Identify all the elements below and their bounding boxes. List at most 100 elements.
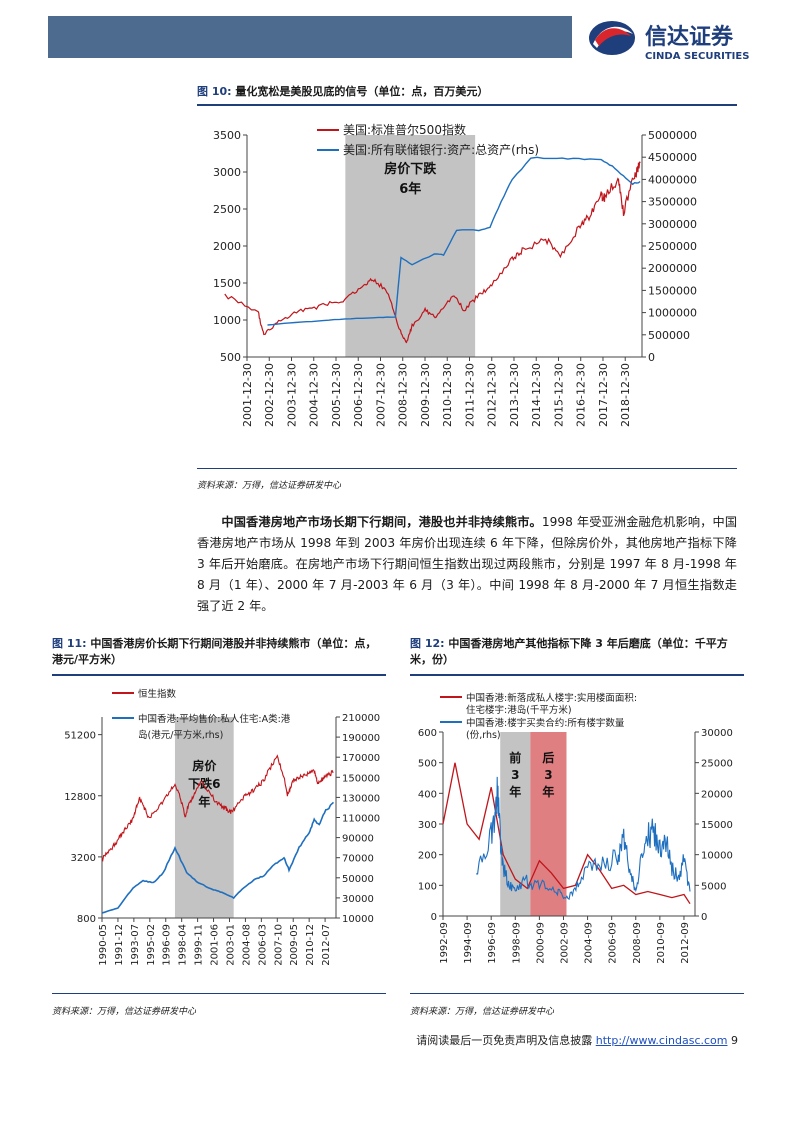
- series-line-1: [101, 754, 334, 862]
- fig10-number: 图 10:: [197, 85, 232, 98]
- y-tick-label: 500: [418, 759, 437, 770]
- x-tick-label: 1998-09: [511, 922, 522, 964]
- fig10-title: 图 10: 量化宽松是美股见底的信号（单位：点，百万美元）: [197, 84, 488, 100]
- y-tick-label: 1500: [213, 277, 241, 290]
- x-tick-label: 2007-10: [273, 924, 284, 966]
- y2-tick-label: 1000000: [648, 307, 697, 320]
- x-tick-label: 2012-07: [321, 924, 332, 966]
- y2-tick-label: 2500000: [648, 240, 697, 253]
- y2-tick-label: 150000: [342, 773, 380, 784]
- y2-tick-label: 0: [648, 351, 655, 364]
- y2-tick-label: 5000: [701, 881, 726, 892]
- y2-tick-label: 5000000: [648, 129, 697, 142]
- x-tick-label: 2017-12-30: [597, 363, 610, 427]
- fig10-chart: 房价下跌 6年 500 1000 1500 2000 2500 3000 3500 0 500000…: [213, 122, 697, 427]
- shade-label: 年: [509, 784, 521, 799]
- x-tick-label: 2003-01: [225, 924, 236, 966]
- x-tick-label: 2008-12-30: [397, 363, 410, 427]
- shade-label: 3: [511, 768, 519, 782]
- x-tick-label: 2002-09: [559, 922, 570, 964]
- x-tick-label: 2004-08: [241, 924, 252, 966]
- y2-tick-label: 15000: [701, 820, 733, 831]
- series-line-1: [224, 161, 641, 344]
- y-tick-label: 500: [220, 351, 241, 364]
- y2-tick-label: 0: [701, 912, 707, 923]
- y-tick-label: 3000: [213, 166, 241, 179]
- company-logo: 信达证券 CINDA SECURITIES: [585, 14, 785, 64]
- y-tick-label: 2000: [213, 240, 241, 253]
- x-tick-label: 2004-09: [584, 922, 595, 964]
- shade-label: 年: [542, 784, 554, 799]
- y-tick-label: 800: [77, 914, 96, 925]
- y2-tick-label: 20000: [701, 789, 733, 800]
- y2-tick-label: 110000: [342, 814, 380, 825]
- paragraph-body: 1998 年受亚洲金融危机影响，中国香港房地产市场从 1998 年到 2003 …: [197, 515, 738, 613]
- fig10-title-text: 量化宽松是美股见底的信号（单位：点，百万美元）: [235, 85, 489, 98]
- legend-label-2: 中国香港:平均售价:私人住宅:A类:港: [138, 713, 291, 725]
- y2-tick-label: 170000: [342, 753, 380, 764]
- y2-tick-label: 130000: [342, 793, 380, 804]
- shade-label: 3: [544, 768, 552, 782]
- x-tick-label: 2001-06: [210, 924, 221, 966]
- series-line-2: [476, 776, 691, 900]
- y-tick-label: 300: [418, 820, 437, 831]
- x-tick-label: 1995-02: [146, 924, 157, 966]
- legend-label-1: 恒生指数: [138, 688, 177, 700]
- fig12-source: 资料来源：万得，信达证券研发中心: [410, 1007, 555, 1017]
- x-tick-label: 2018-12-30: [619, 363, 632, 427]
- x-tick-label: 1996-09: [487, 922, 498, 964]
- legend-label-2: 岛(港元/平方米,rhs): [138, 729, 223, 741]
- fig12-number: 图 12:: [410, 637, 445, 650]
- fig12-top-rule: [410, 674, 744, 676]
- y2-tick-label: 1500000: [648, 284, 697, 297]
- legend-label-2: (份,rhs): [466, 729, 501, 741]
- x-tick-label: 2005-12-30: [330, 363, 343, 427]
- y2-tick-label: 50000: [342, 874, 374, 885]
- x-tick-label: 2000-09: [535, 922, 546, 964]
- shaded-region: [174, 717, 234, 918]
- y2-tick-label: 30000: [342, 894, 374, 905]
- y2-tick-label: 4500000: [648, 151, 697, 164]
- shade-label: 房价: [192, 758, 217, 773]
- fig12-chart: 前 3 年 后 3 年 0 100 200 300 400 500 600 0 5000 10000 15000…: [418, 692, 733, 964]
- fig10-top-rule: [197, 104, 737, 106]
- y-tick-label: 51200: [64, 731, 96, 742]
- shade-label: 房价下跌: [384, 161, 437, 177]
- shade-label: 年: [198, 794, 210, 809]
- fig11-top-rule: [52, 674, 386, 676]
- fig10-bottom-rule: [197, 468, 737, 469]
- header-bar: [48, 16, 572, 58]
- x-tick-label: 2010-12-30: [441, 363, 454, 427]
- x-tick-label: 1991-12: [114, 924, 125, 966]
- x-tick-label: 2013-12-30: [508, 363, 521, 427]
- fig11-number: 图 11:: [52, 637, 87, 650]
- page-number: 9: [731, 1034, 738, 1047]
- legend-label-1: 美国:标准普尔500指数: [343, 122, 466, 137]
- x-tick-label: 2004-12-30: [308, 363, 321, 427]
- x-tick-label: 2016-12-30: [575, 363, 588, 427]
- x-tick-label: 2009-05: [289, 924, 300, 966]
- x-tick-label: 2014-12-30: [530, 363, 543, 427]
- x-tick-label: 1994-09: [463, 922, 474, 964]
- series-line-2: [267, 156, 641, 326]
- y2-tick-label: 500000: [648, 329, 690, 342]
- shaded-region: [500, 732, 531, 916]
- shaded-region: [345, 135, 476, 357]
- y-tick-label: 3500: [213, 129, 241, 142]
- shade-label: 前: [509, 750, 521, 765]
- footer-link[interactable]: http://www.cindasc.com: [595, 1034, 728, 1047]
- legend-label-1: 中国香港:新落成私人楼宇:实用楼面面积:: [466, 692, 637, 704]
- x-tick-label: 2010-09: [656, 922, 667, 964]
- y-tick-label: 3200: [71, 853, 96, 864]
- x-tick-label: 1993-07: [130, 924, 141, 966]
- x-tick-label: 2006-03: [257, 924, 268, 966]
- x-tick-label: 2003-12-30: [285, 363, 298, 427]
- x-tick-label: 1998-04: [178, 924, 189, 966]
- shade-label: 后: [542, 750, 554, 765]
- y-tick-label: 12800: [64, 792, 96, 803]
- x-tick-label: 1990-05: [98, 924, 109, 966]
- fig11-title: 图 11: 中国香港房价长期下行期间港股并非持续熊市（单位：点，港元/平方米）: [52, 636, 384, 668]
- y-tick-label: 2500: [213, 203, 241, 216]
- y2-tick-label: 90000: [342, 834, 374, 845]
- y2-tick-label: 3000000: [648, 218, 697, 231]
